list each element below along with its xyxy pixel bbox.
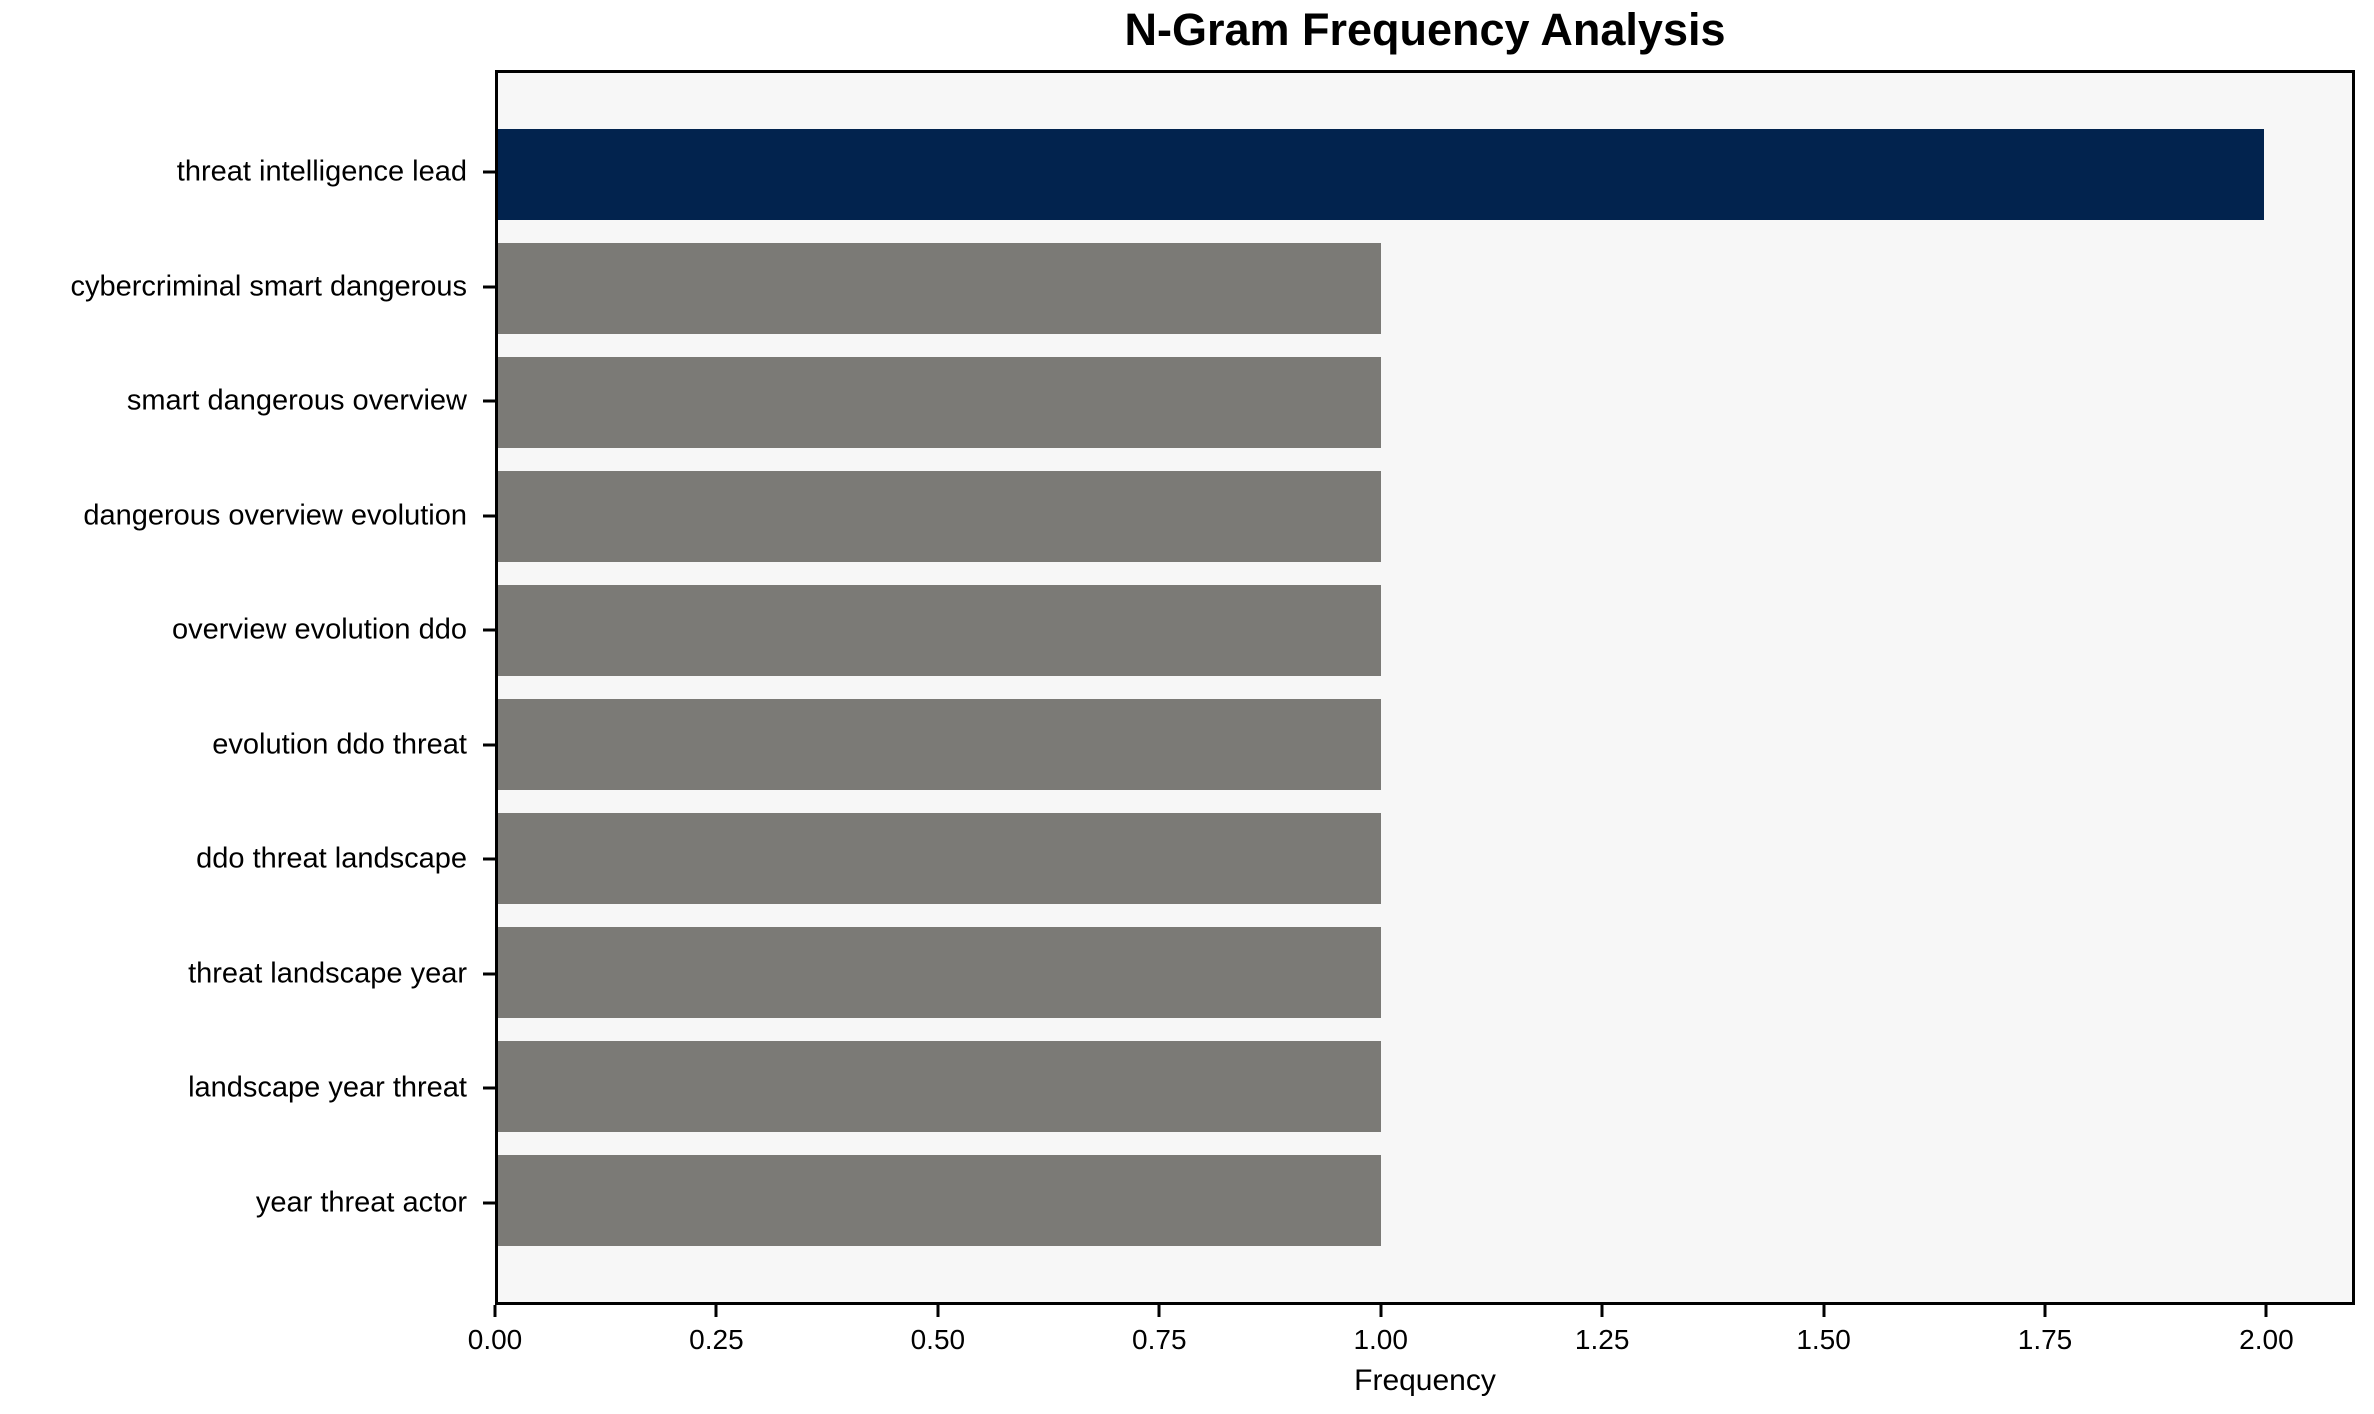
y-tick-label: evolution ddo threat	[212, 728, 467, 761]
bar-landscape-year-threat	[498, 1040, 1381, 1133]
bar-threat-intelligence-lead	[498, 128, 2264, 221]
y-tick-label: landscape year threat	[188, 1071, 467, 1104]
x-tick-label: 1.50	[1796, 1324, 1851, 1355]
bar-evolution-ddo-threat	[498, 698, 1381, 791]
y-tick-label: smart dangerous overview	[126, 384, 467, 417]
y-tick	[483, 857, 495, 861]
x-tick	[1379, 1305, 1383, 1317]
y-tick-label: threat intelligence lead	[176, 155, 467, 188]
bar-smart-dangerous-overview	[498, 356, 1381, 449]
y-tick	[483, 743, 495, 747]
bar-threat-landscape-year	[498, 926, 1381, 1019]
x-tick	[2264, 1305, 2268, 1317]
x-tick-label: 0.25	[689, 1324, 744, 1355]
bar-ddo-threat-landscape	[498, 812, 1381, 905]
x-tick-label: 0.50	[910, 1324, 966, 1355]
y-tick-label: cybercriminal smart dangerous	[70, 270, 467, 303]
x-tick-label: 1.25	[1574, 1324, 1630, 1355]
x-tick	[1600, 1305, 1604, 1317]
x-tick-label: 2.00	[2239, 1324, 2294, 1355]
y-tick-label: year threat actor	[255, 1186, 467, 1219]
y-tick	[483, 285, 495, 289]
y-tick	[483, 1201, 495, 1205]
bar-year-threat-actor	[498, 1154, 1381, 1247]
x-tick	[1157, 1305, 1161, 1317]
y-tick-label: threat landscape year	[188, 957, 467, 990]
bar-overview-evolution-ddo	[498, 584, 1381, 677]
y-tick-label: ddo threat landscape	[196, 842, 467, 875]
x-tick-label: 1.75	[2017, 1324, 2073, 1355]
plot-area	[495, 70, 2355, 1305]
y-tick	[483, 514, 495, 518]
x-tick	[2043, 1305, 2047, 1317]
y-tick	[483, 628, 495, 632]
x-tick	[1822, 1305, 1826, 1317]
x-tick-label: 1.00	[1353, 1324, 1408, 1355]
y-tick	[483, 1086, 495, 1090]
x-tick-label: 0.00	[467, 1324, 523, 1355]
x-tick	[936, 1305, 940, 1317]
bar-dangerous-overview-evolution	[498, 470, 1381, 563]
y-tick-label: overview evolution ddo	[171, 613, 467, 646]
y-tick	[483, 972, 495, 976]
y-axis-labels: threat intelligence lead cybercriminal sm…	[0, 70, 467, 1305]
bar-cybercriminal-smart-dangerous	[498, 242, 1381, 335]
x-tick	[714, 1305, 718, 1317]
x-tick	[493, 1305, 497, 1317]
chart-title: N-Gram Frequency Analysis	[1124, 4, 1726, 55]
y-tick	[483, 399, 495, 403]
y-tick-label: dangerous overview evolution	[83, 499, 467, 532]
x-tick-label: 0.75	[1132, 1324, 1187, 1355]
x-axis-label: Frequency	[1354, 1364, 1496, 1397]
y-tick	[483, 170, 495, 174]
